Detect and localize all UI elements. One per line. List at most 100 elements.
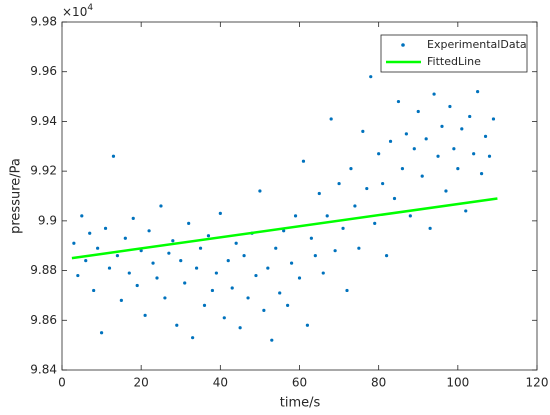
- data-point: [135, 283, 139, 288]
- x-tick-label: 80: [371, 376, 386, 390]
- data-point: [270, 338, 274, 342]
- data-point: [357, 246, 361, 250]
- data-point: [159, 204, 163, 208]
- data-point: [313, 254, 317, 258]
- data-point: [305, 323, 310, 327]
- y-tick-label: 9.94: [30, 114, 57, 128]
- data-point: [309, 236, 313, 240]
- exponent-power: 4: [87, 3, 93, 13]
- data-point: [428, 226, 432, 230]
- data-point: [163, 296, 167, 300]
- data-point: [460, 127, 464, 131]
- data-point: [84, 259, 88, 263]
- data-point: [72, 241, 76, 245]
- data-point: [400, 167, 405, 171]
- data-point: [317, 191, 321, 196]
- data-point: [278, 291, 282, 295]
- data-point: [131, 216, 135, 220]
- data-point: [99, 331, 104, 335]
- data-point: [388, 139, 393, 143]
- data-point: [321, 271, 325, 275]
- data-point: [183, 281, 187, 285]
- data-point: [337, 181, 341, 186]
- data-point: [218, 211, 222, 215]
- data-point: [155, 276, 159, 280]
- data-point: [111, 154, 116, 158]
- y-axis-label: pressure/Pa: [9, 158, 24, 234]
- data-point: [242, 254, 246, 258]
- data-point: [123, 236, 127, 240]
- fitted-line: [71, 197, 498, 260]
- y-exponent: ×104: [62, 3, 93, 19]
- x-tick-label: 0: [58, 376, 66, 390]
- legend-label: ExperimentalData: [427, 38, 527, 51]
- data-point: [329, 117, 333, 121]
- x-tick-label: 100: [446, 376, 469, 390]
- data-point: [238, 326, 242, 330]
- data-point: [151, 261, 155, 265]
- data-point: [254, 273, 258, 278]
- data-point: [448, 104, 452, 109]
- data-point: [88, 231, 92, 235]
- data-point: [483, 134, 488, 138]
- data-point: [226, 259, 230, 263]
- data-point: [345, 288, 349, 293]
- data-point: [369, 75, 373, 79]
- data-point: [171, 239, 175, 243]
- data-point: [384, 254, 389, 258]
- data-point: [103, 226, 108, 230]
- data-point: [408, 214, 412, 218]
- data-point: [234, 241, 238, 245]
- data-point: [258, 189, 262, 193]
- data-point: [222, 316, 226, 320]
- data-point: [191, 336, 195, 340]
- data-point: [282, 229, 286, 233]
- data-point: [230, 286, 234, 290]
- data-point: [365, 186, 369, 191]
- data-point: [412, 147, 416, 151]
- data-point: [479, 172, 484, 176]
- legend-swatch: [401, 43, 405, 47]
- data-point: [472, 152, 476, 156]
- data-point: [210, 288, 215, 293]
- data-point: [262, 308, 266, 312]
- data-point: [147, 229, 151, 233]
- data-point: [333, 249, 337, 253]
- data-point: [416, 109, 420, 114]
- y-tick-label: 9.86: [30, 313, 57, 327]
- data-point: [293, 214, 298, 218]
- data-point: [420, 174, 424, 178]
- data-point: [491, 117, 496, 121]
- x-axis-label: time/s: [280, 396, 321, 411]
- data-point: [487, 154, 492, 158]
- data-point: [214, 271, 218, 275]
- data-point: [381, 181, 385, 186]
- data-point: [377, 152, 381, 156]
- data-point: [464, 209, 468, 213]
- data-point: [373, 221, 377, 225]
- data-point: [115, 254, 120, 258]
- data-point: [202, 303, 207, 307]
- data-point: [325, 214, 329, 218]
- y-tick-label: 9.92: [30, 164, 57, 178]
- data-point: [80, 214, 84, 218]
- data-point: [341, 226, 345, 230]
- data-point: [143, 313, 147, 317]
- data-point: [194, 266, 199, 270]
- data-point: [127, 271, 131, 275]
- data-point: [436, 154, 440, 158]
- data-point: [456, 167, 460, 171]
- data-point: [440, 124, 444, 128]
- data-point: [361, 129, 365, 133]
- data-point: [404, 132, 408, 136]
- data-point: [424, 137, 428, 141]
- data-point: [349, 167, 353, 171]
- data-point: [353, 204, 357, 208]
- data-point: [246, 296, 250, 300]
- data-point: [187, 221, 191, 225]
- data-point: [198, 246, 203, 250]
- data-point: [119, 298, 123, 302]
- data-point: [206, 234, 211, 238]
- x-tick-label: 60: [292, 376, 307, 390]
